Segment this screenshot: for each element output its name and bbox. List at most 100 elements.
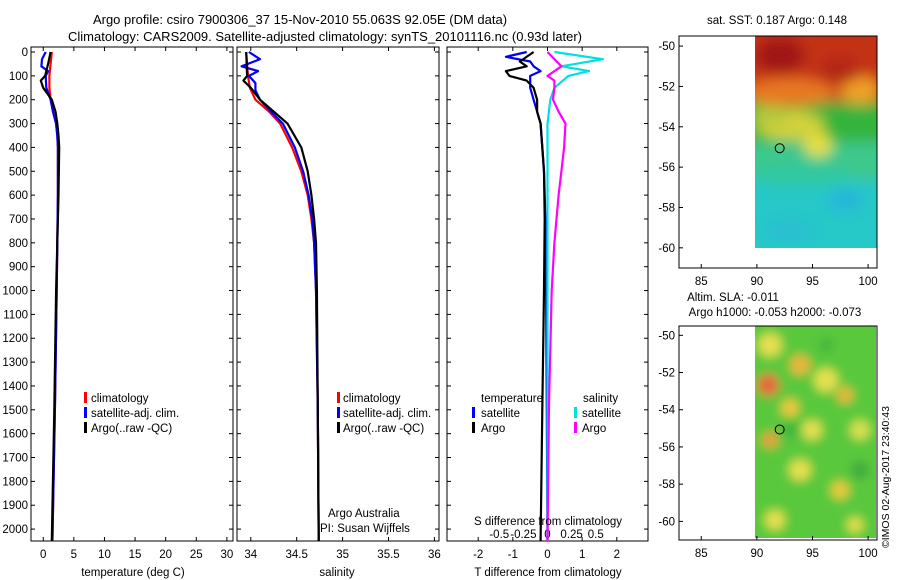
salinity-panel: 34 34.5 35 35.5 36 salinity climatology sate… [236, 46, 441, 579]
sla-map-title: Altim. SLA: -0.011 [687, 292, 779, 304]
x-tick-label: 5 [71, 549, 77, 561]
annotation-argo-australia: Argo Australia [328, 508, 400, 520]
lat-tick-label: -58 [658, 479, 675, 491]
legend-label-climatology: climatology [343, 393, 401, 405]
figure-title-line1: Argo profile: csiro 7900306_37 15-Nov-20… [93, 12, 507, 27]
temperature-axes-box [30, 46, 234, 542]
x-tick-label: 1 [579, 549, 585, 561]
legend-swatch-sal-satellite [574, 407, 577, 418]
lat-tick-label: -52 [658, 368, 675, 380]
s-diff-tick-label: 0.25 [560, 529, 582, 541]
legend-label-temp-argo: Argo [481, 423, 505, 435]
lon-tick-label: 100 [859, 548, 878, 560]
x-tick-label: 15 [129, 549, 142, 561]
depth-tick-label: 600 [9, 190, 28, 202]
depth-tick-label: 1500 [2, 405, 28, 417]
temperature-panel: 0100200300400500600700800900100011001200… [2, 46, 234, 579]
temperature-legend: climatology satellite-adj. clim. Argo(..… [84, 392, 179, 435]
depth-tick-label: 1600 [2, 429, 28, 441]
x-tick-label: 0 [544, 549, 550, 561]
depth-tick-label: 2000 [2, 524, 28, 536]
depth-tick-label: 100 [9, 71, 28, 83]
x-tick-label: -2 [473, 549, 483, 561]
legend-swatch-satellite [337, 407, 340, 418]
legend-label-sal-satellite: satellite [582, 408, 621, 420]
depth-tick-label: 200 [9, 95, 28, 107]
s-difference-xlabel: S difference from climatology [474, 516, 622, 528]
lat-tick-label: -58 [658, 202, 675, 214]
legend-swatch-climatology [337, 392, 340, 403]
depth-tick-label: 1800 [2, 476, 28, 488]
depth-tick-label: 800 [9, 238, 28, 250]
sst-argo-location-marker [774, 143, 785, 154]
x-tick-label: 10 [98, 549, 111, 561]
depth-tick-label: 500 [9, 166, 28, 178]
legend-label-satellite: satellite-adj. clim. [91, 408, 179, 420]
depth-tick-label: 1400 [2, 381, 28, 393]
sst-heatmap [755, 36, 877, 248]
salinity-xlabel: salinity [319, 567, 354, 579]
lon-tick-label: 95 [806, 276, 819, 288]
depth-tick-label: 1100 [3, 309, 28, 321]
lat-tick-label: -52 [658, 81, 675, 93]
annotation-pi: PI: Susan Wijffels [320, 523, 410, 535]
s-diff-tick-label: 0.5 [588, 529, 604, 541]
lat-tick-label: -50 [658, 330, 675, 342]
depth-tick-label: 1300 [2, 357, 28, 369]
series-line-salinity-argo [546, 51, 567, 542]
lat-tick-label: -56 [658, 442, 675, 454]
depth-tick-label: 300 [9, 119, 28, 131]
figure-title-line2: Climatology: CARS2009. Satellite-adjuste… [68, 29, 582, 44]
depth-tick-label: 0 [22, 47, 28, 59]
x-tick-label: 35 [336, 549, 349, 561]
series-line-temperature-argo [504, 51, 546, 542]
legend-label-argo: Argo(..raw -QC) [343, 423, 424, 435]
depth-tick-label: 1000 [2, 286, 28, 298]
lat-tick-label: -60 [658, 243, 675, 255]
legend-label-climatology: climatology [91, 393, 149, 405]
sla-map-subtitle: Argo h1000: -0.053 h2000: -0.073 [689, 307, 862, 319]
series-line-argo-raw-qc- [242, 51, 320, 542]
legend-swatch-climatology [84, 392, 87, 403]
depth-tick-label: 400 [9, 142, 28, 154]
legend-swatch-sal-argo [574, 422, 577, 433]
salinity-axes-box [236, 46, 440, 542]
sla-heatmap [755, 326, 876, 538]
lat-tick-label: -54 [658, 122, 675, 134]
lon-tick-label: 95 [806, 548, 819, 560]
t-difference-xlabel: T difference from climatology [474, 567, 621, 579]
series-line-satellite-adj-clim- [240, 51, 320, 542]
legend-swatch-temp-satellite [472, 407, 475, 418]
s-diff-tick-label: -0.5 [489, 529, 509, 541]
x-tick-label: 0 [40, 549, 46, 561]
sst-map-title: sat. SST: 0.187 Argo: 0.148 [707, 15, 847, 27]
legend-label-satellite: satellite-adj. clim. [343, 408, 431, 420]
x-tick-label: 2 [614, 549, 620, 561]
x-tick-label: 30 [220, 549, 233, 561]
series-line-argo-raw-qc- [39, 51, 61, 542]
depth-tick-label: 1700 [2, 453, 28, 465]
lon-tick-label: 85 [695, 276, 708, 288]
sst-map-panel: sat. SST: 0.187 Argo: 0.148 85 90 95 100 -50… [658, 15, 878, 288]
legend-swatch-satellite [84, 407, 87, 418]
x-tick-label: 34 [244, 549, 257, 561]
x-tick-label: -1 [508, 549, 518, 561]
depth-tick-label: 1900 [2, 500, 28, 512]
x-tick-label: 35.5 [377, 549, 399, 561]
legend-label-temp-satellite: satellite [481, 408, 520, 420]
legend-swatch-argo [84, 422, 87, 433]
difference-legend: temperature salinity satellite Argo sate… [472, 393, 621, 435]
x-tick-label: 36 [428, 549, 441, 561]
legend-swatch-temp-argo [472, 422, 475, 433]
lat-tick-label: -60 [658, 516, 675, 528]
sla-axes-box [678, 325, 878, 541]
legend-swatch-argo [337, 422, 340, 433]
depth-tick-label: 700 [9, 214, 28, 226]
lat-tick-label: -54 [658, 405, 675, 417]
sst-axes-box [678, 35, 878, 269]
depth-tick-label: 1200 [2, 333, 28, 345]
lat-tick-label: -56 [658, 162, 675, 174]
s-diff-tick-label: -0.25 [510, 529, 536, 541]
legend-heading-temperature: temperature [481, 393, 543, 405]
